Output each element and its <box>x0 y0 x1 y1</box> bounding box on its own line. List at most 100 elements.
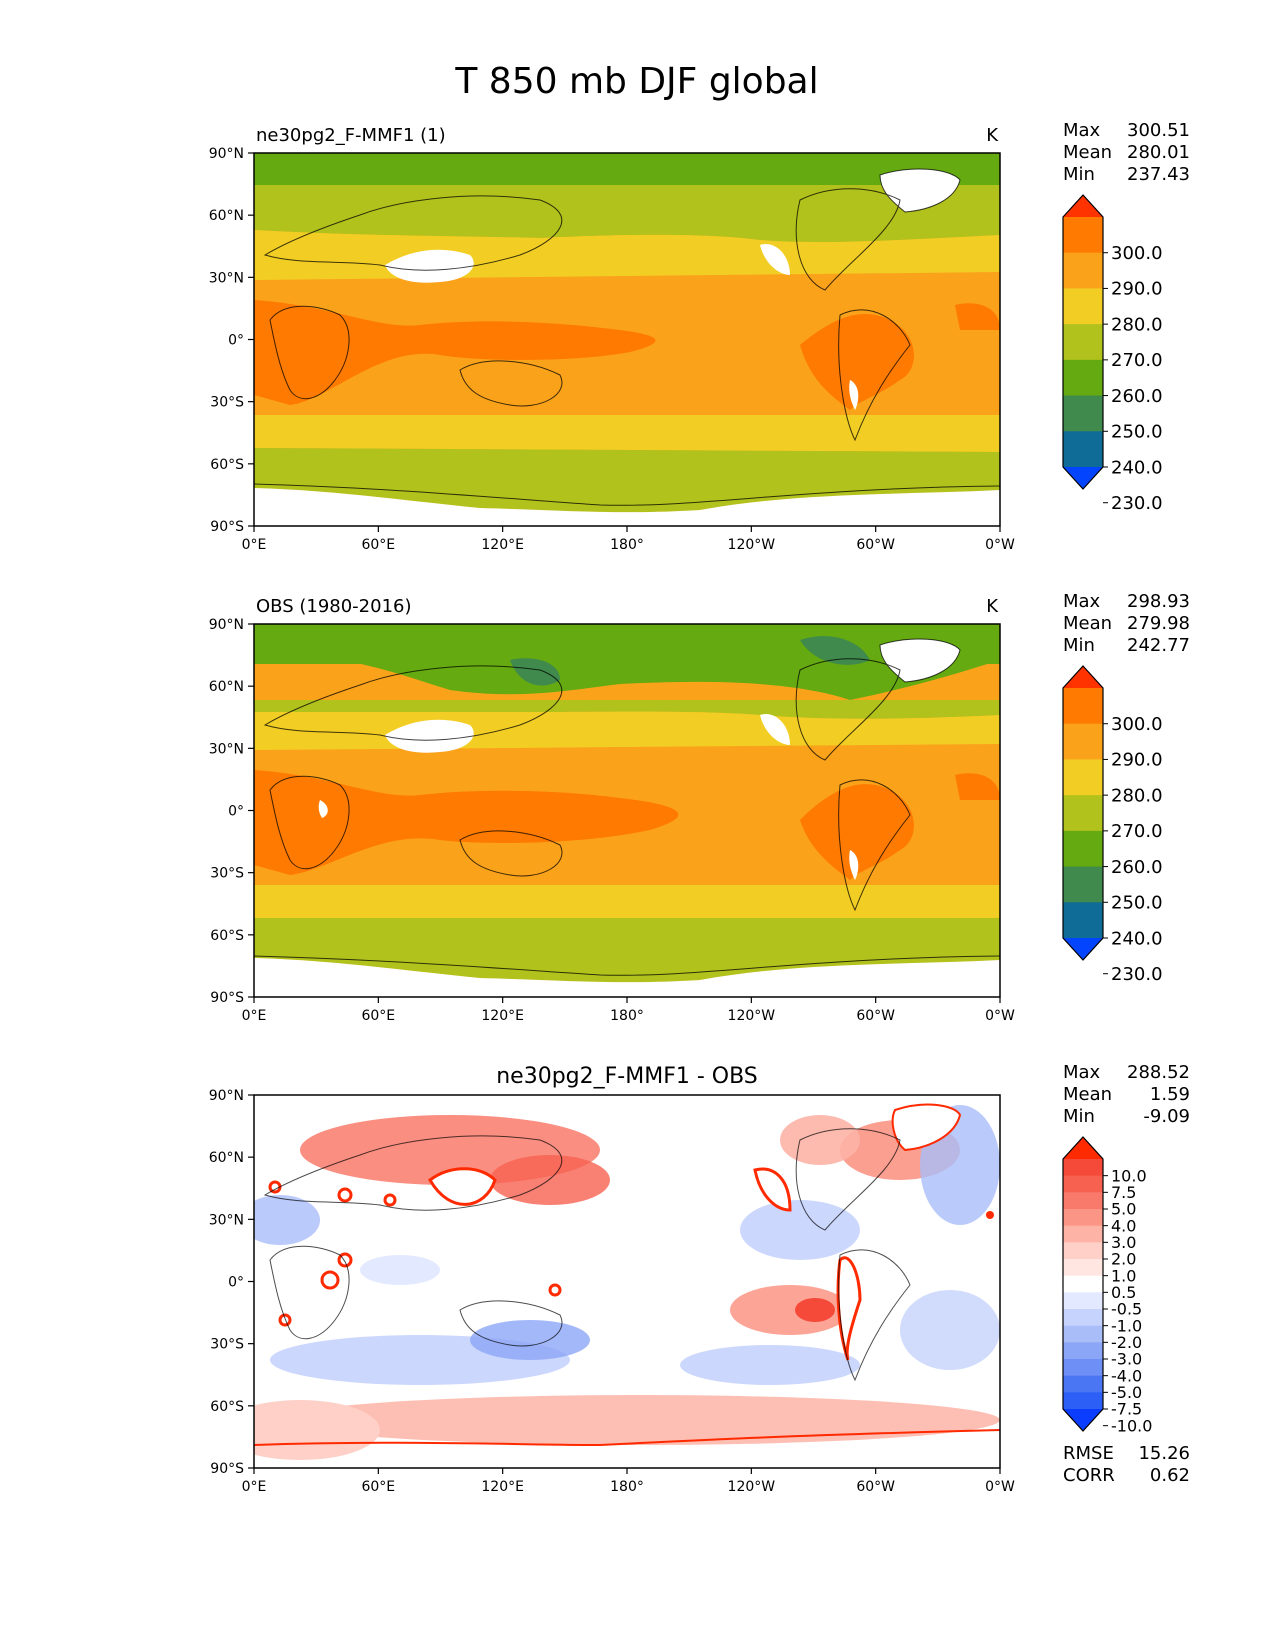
colorbar-tick-label: -3.0 <box>1111 1350 1142 1369</box>
colorbar-tick-label: 3.0 <box>1111 1233 1136 1252</box>
lon-tick-label: 120°E <box>481 537 524 553</box>
lat-tick-label: 30°N <box>209 1212 244 1228</box>
panel-diff: ne30pg2_F-MMF1 - OBS <box>253 1064 1001 1469</box>
colorbar-tick-label: 230.0 <box>1111 964 1163 985</box>
panel-left-title: ne30pg2_F-MMF1 (1) <box>256 125 446 146</box>
colorbar-swatch <box>1063 324 1103 361</box>
colorbar-swatch <box>1063 1292 1103 1310</box>
lat-tick-label: 90°N <box>209 146 244 162</box>
colorbar-swatch <box>1063 1359 1103 1377</box>
map-field <box>254 1095 1000 1468</box>
stat-label: Mean <box>1063 1084 1112 1105</box>
colorbar-swatch <box>1063 288 1103 325</box>
colorbar-swatch <box>1063 688 1103 725</box>
lon-tick-label: 60°E <box>361 1008 395 1024</box>
colorbar-swatch <box>1063 1325 1103 1343</box>
stat-value: 1.59 <box>1150 1084 1190 1105</box>
colorbar: 10.07.55.04.03.02.01.00.5-0.5-1.0-2.0-3.… <box>1062 1136 1152 1435</box>
metric-label: RMSE <box>1063 1443 1114 1464</box>
stat-value: -9.09 <box>1143 1106 1190 1127</box>
colorbar-tick-label: 280.0 <box>1111 314 1163 335</box>
colorbar-tick-label: 290.0 <box>1111 279 1163 300</box>
stat-label: Max <box>1063 1062 1101 1083</box>
lon-tick-label: 60°W <box>856 537 895 553</box>
colorbar-tick-label: 280.0 <box>1111 785 1163 806</box>
colorbar-tick-label: 270.0 <box>1111 350 1163 371</box>
lat-tick-label: 60°S <box>210 457 244 473</box>
lon-tick-label: 120°W <box>728 1008 776 1024</box>
panel-left-title: OBS (1980-2016) <box>256 596 412 617</box>
colorbar-tick-label: 4.0 <box>1111 1216 1136 1235</box>
lat-tick-label: 90°N <box>209 617 244 633</box>
colorbar-tick-label: -2.0 <box>1111 1333 1142 1352</box>
lon-tick-label: 180° <box>610 1479 644 1495</box>
colorbar-swatch <box>1063 1175 1103 1193</box>
lat-tick-label: 90°S <box>210 990 244 1006</box>
colorbar-swatch <box>1063 1192 1103 1210</box>
coastlines <box>254 638 1000 976</box>
lon-tick-label: 0°W <box>985 537 1015 553</box>
colorbar-swatch <box>1063 395 1103 432</box>
colorbar-swatch <box>1063 1392 1103 1410</box>
lon-tick-label: 180° <box>610 537 644 553</box>
colorbar-tick-label: 1.0 <box>1111 1266 1136 1285</box>
colorbar-swatch <box>1063 1209 1103 1227</box>
metric-value: 0.62 <box>1150 1465 1190 1486</box>
stats-and-colorbars: Max 300.51 Mean 280.01 Min 237.43 300.0 290.0 28… <box>1062 120 1190 1486</box>
colorbar-tick-label: -7.5 <box>1111 1400 1142 1419</box>
metric-label: CORR <box>1063 1465 1115 1486</box>
lon-tick-label: 120°E <box>481 1479 524 1495</box>
colorbar-extend-min <box>1063 467 1103 489</box>
lon-tick-label: 120°W <box>728 1479 776 1495</box>
colorbar-tick-label: 300.0 <box>1111 243 1163 264</box>
colorbar-tick-label: 2.0 <box>1111 1250 1136 1269</box>
colorbar: 300.0 290.0 280.0 270.0 260.0 250.0 240.0 230.0 <box>1062 194 1163 514</box>
lon-tick-label: 120°W <box>728 537 776 553</box>
colorbar-tick-label: 290.0 <box>1111 750 1163 771</box>
lat-tick-label: 0° <box>228 1275 244 1291</box>
colorbar-tick-label: 250.0 <box>1111 422 1163 443</box>
colorbar-swatch <box>1063 795 1103 832</box>
colorbar-extend-max <box>1063 1137 1103 1159</box>
colorbar-tick-label: 7.5 <box>1111 1183 1136 1202</box>
lat-tick-label: 60°N <box>209 1150 244 1166</box>
colorbar-tick-label: 250.0 <box>1111 893 1163 914</box>
lat-tick-label: 90°S <box>210 1461 244 1477</box>
lat-tick-label: 60°N <box>209 208 244 224</box>
lat-tick-label: 90°N <box>209 1088 244 1104</box>
lon-tick-label: 0°E <box>242 1479 267 1495</box>
colorbar-tick-label: -5.0 <box>1111 1383 1142 1402</box>
coastlines <box>263 1128 911 1382</box>
colorbar-swatch <box>1063 902 1103 939</box>
lat-tick-label: 30°N <box>209 741 244 757</box>
lon-tick-label: 0°E <box>242 537 267 553</box>
map-field <box>254 153 1000 526</box>
lon-tick-label: 180° <box>610 1008 644 1024</box>
lat-tick-label: 60°S <box>210 928 244 944</box>
lon-tick-label: 0°E <box>242 1008 267 1024</box>
colorbar-swatch <box>1063 217 1103 254</box>
colorbar-swatch <box>1063 759 1103 796</box>
colorbar-tick-label: 270.0 <box>1111 821 1163 842</box>
colorbar-swatch <box>1063 1225 1103 1243</box>
lat-tick-label: 0° <box>228 333 244 349</box>
lat-tick-label: 30°S <box>210 395 244 411</box>
panel-units: K <box>986 596 999 617</box>
lat-tick-label: 0° <box>228 804 244 820</box>
metric-value: 15.26 <box>1138 1443 1190 1464</box>
lon-tick-label: 60°E <box>361 537 395 553</box>
colorbar-tick-label: 10.0 <box>1111 1166 1147 1185</box>
colorbar-tick-label: -0.5 <box>1111 1300 1142 1319</box>
colorbar-swatch <box>1063 431 1103 468</box>
panel-center-title: ne30pg2_F-MMF1 - OBS <box>496 1064 758 1089</box>
stat-value: 288.52 <box>1127 1062 1190 1083</box>
stat-label: Mean <box>1063 613 1112 634</box>
colorbar-tick-label: 260.0 <box>1111 857 1163 878</box>
lat-tick-label: 60°S <box>210 1399 244 1415</box>
colorbar-tick-label: 240.0 <box>1111 457 1163 478</box>
axis-ticks: 90°N 60°N 30°N 0° 30°S 60°S 90°S 0°E 60°E 120°E 18… <box>209 146 1015 1495</box>
stat-value: 279.98 <box>1127 613 1190 634</box>
colorbar-extend-min <box>1063 938 1103 960</box>
figure-title: T 850 mb DJF global <box>454 61 818 102</box>
